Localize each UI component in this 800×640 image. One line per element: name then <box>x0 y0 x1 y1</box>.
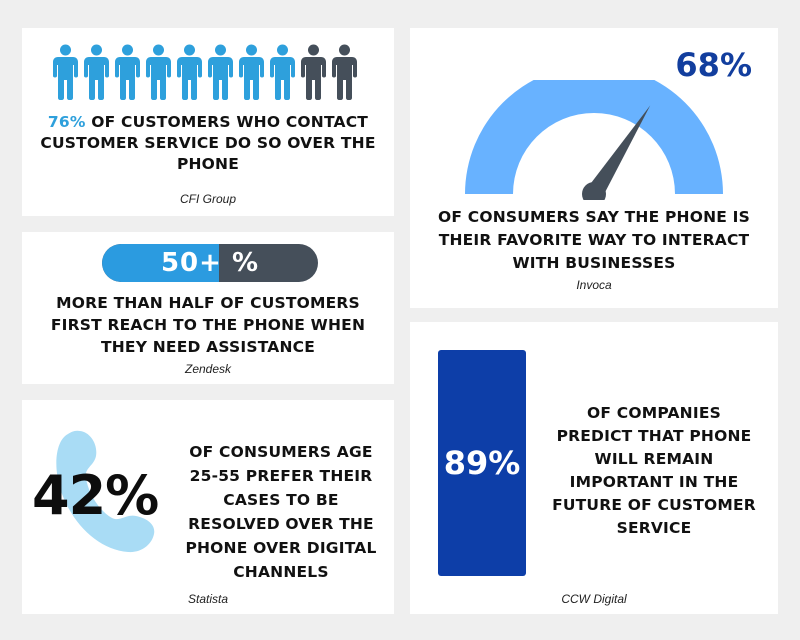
invoca-source: Invoca <box>576 278 612 292</box>
progress-pill-fill <box>102 244 219 282</box>
person-icon <box>115 44 140 100</box>
person-icon <box>84 44 109 100</box>
stat-card-cfi: 76% of customers who contact customer se… <box>22 28 394 216</box>
gauge-arc <box>465 80 723 194</box>
person-icon <box>146 44 171 100</box>
person-icon <box>177 44 202 100</box>
statista-source: Statista <box>187 592 229 606</box>
cfi-stat-value: 76% <box>47 113 86 131</box>
stat-card-ccw: 89% of companies predict that phone will… <box>410 322 778 614</box>
cfi-stat-text: 76% of customers who contact customer se… <box>32 112 384 175</box>
person-icon <box>239 44 264 100</box>
zendesk-source: Zendesk <box>184 362 232 376</box>
ccw-source: CCW Digital <box>561 592 627 606</box>
cfi-stat-description: of customers who contact customer servic… <box>40 113 376 173</box>
zendesk-stat-text: more than half of customers first reach … <box>50 294 366 356</box>
people-icon-row <box>52 44 358 100</box>
stat-card-statista: 42% of consumers age 25-55 prefer their … <box>22 400 394 614</box>
statista-stat-text: of consumers age 25-55 prefer their case… <box>185 443 377 581</box>
person-icon <box>270 44 295 100</box>
gauge-needle <box>586 105 651 199</box>
gauge-icon <box>465 80 723 200</box>
stat-card-zendesk: 50+ % more than half of customers first … <box>22 232 394 384</box>
ccw-stat-value: 89% <box>443 444 521 482</box>
ccw-stat-bar: 89% <box>438 350 526 576</box>
invoca-stat-text: of consumers say the phone is their favo… <box>438 208 750 272</box>
progress-pill: 50+ % <box>102 244 318 282</box>
phone-handset-icon <box>56 430 155 553</box>
person-icon <box>332 44 357 100</box>
person-icon <box>301 44 326 100</box>
person-icon <box>53 44 78 100</box>
progress-pill-label: 50+ % <box>160 248 260 278</box>
statista-stat-value: 42% <box>32 464 159 527</box>
stat-card-invoca: 68% of consumers say the phone is their … <box>410 28 778 308</box>
gauge-hub <box>582 182 606 200</box>
ccw-stat-text: of companies predict that phone will rem… <box>552 404 756 537</box>
cfi-source: CFI Group <box>179 192 236 206</box>
person-icon <box>208 44 233 100</box>
invoca-stat-value: 68% <box>675 46 752 84</box>
